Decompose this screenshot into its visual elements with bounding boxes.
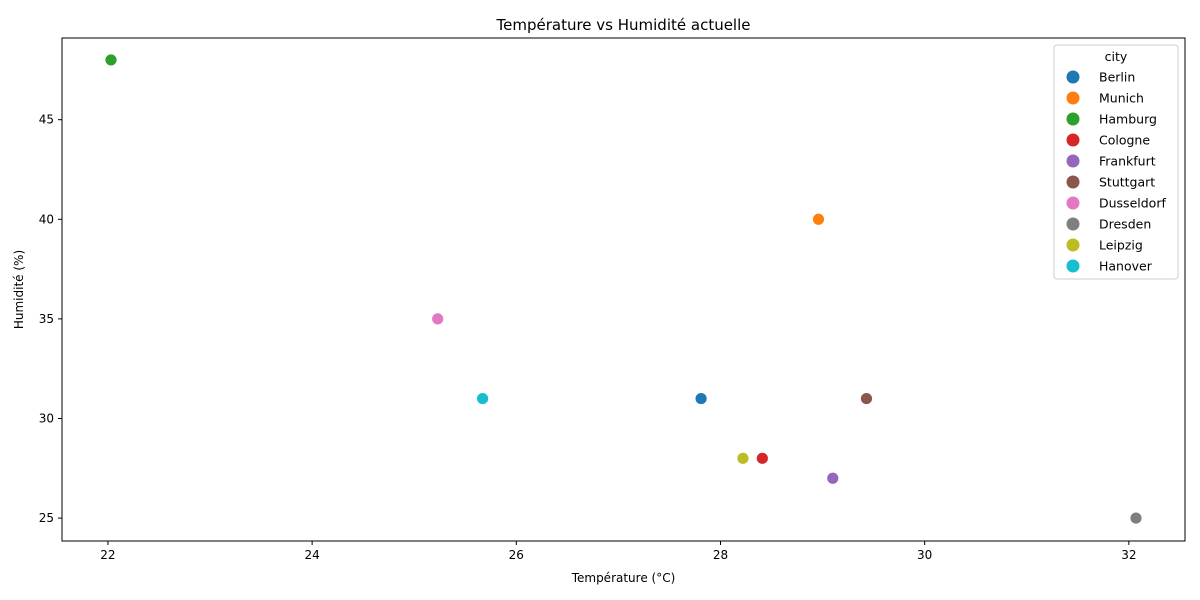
legend-label-hamburg: Hamburg [1099, 112, 1157, 127]
x-tick-label: 28 [713, 548, 728, 562]
data-point-dusseldorf [431, 312, 445, 326]
plot-frame [61, 37, 1186, 542]
data-point-leipzig [736, 451, 750, 465]
y-tick-label: 25 [39, 511, 54, 525]
legend-box [1053, 44, 1179, 280]
x-axis-label: Température (°C) [571, 571, 676, 585]
legend-label-munich: Munich [1099, 91, 1144, 106]
y-tick-label: 35 [39, 312, 54, 326]
chart-title: Température vs Humidité actuelle [496, 16, 751, 34]
legend-label-dresden: Dresden [1099, 217, 1151, 232]
legend-label-cologne: Cologne [1099, 133, 1150, 148]
legend-label-berlin: Berlin [1099, 70, 1135, 85]
legend-label-frankfurt: Frankfurt [1099, 154, 1156, 169]
x-tick-label: 32 [1121, 548, 1136, 562]
data-point-dresden [1129, 511, 1143, 525]
y-axis-label: Humidité (%) [12, 250, 26, 329]
legend-label-hanover: Hanover [1099, 259, 1153, 274]
legend-label-leipzig: Leipzig [1099, 238, 1143, 253]
legend: city Berlin Munich Hamburg Cologne Frankfurt… [1053, 44, 1179, 280]
data-point-frankfurt [826, 471, 840, 485]
data-point-cologne [755, 451, 769, 465]
y-tick-label: 45 [39, 113, 54, 127]
legend-label-stuttgart: Stuttgart [1099, 175, 1155, 190]
data-points [104, 53, 1143, 525]
y-tick-label: 30 [39, 411, 54, 425]
y-axis: 25 30 35 40 45 [39, 113, 62, 525]
legend-marker-hamburg [1066, 112, 1080, 126]
y-tick-label: 40 [39, 212, 54, 226]
legend-title: city [1105, 49, 1128, 64]
x-axis: 22 24 26 28 30 32 [100, 541, 1136, 562]
data-point-munich [812, 212, 825, 226]
legend-label-dusseldorf: Dusseldorf [1099, 196, 1166, 211]
legend-marker-frankfurt [1066, 154, 1080, 168]
legend-marker-cologne [1066, 133, 1080, 147]
legend-marker-berlin [1066, 70, 1080, 84]
legend-marker-dresden [1066, 217, 1080, 231]
x-tick-label: 24 [304, 548, 319, 562]
legend-marker-leipzig [1066, 238, 1080, 252]
legend-marker-hanover [1066, 259, 1080, 273]
x-tick-label: 26 [509, 548, 524, 562]
legend-marker-munich [1066, 91, 1080, 105]
legend-marker-dusseldorf [1066, 196, 1080, 210]
x-tick-label: 30 [917, 548, 932, 562]
data-point-hamburg [104, 53, 118, 67]
legend-items: Berlin Munich Hamburg Cologne Frankfurt Stutt… [1066, 70, 1166, 274]
data-point-berlin [694, 392, 708, 405]
data-point-stuttgart [860, 392, 873, 405]
data-point-hanover [476, 392, 490, 405]
x-tick-label: 22 [100, 548, 115, 562]
legend-marker-stuttgart [1066, 175, 1080, 189]
plot-area: 22 24 26 28 30 32 25 30 35 40 45 [39, 37, 1186, 562]
